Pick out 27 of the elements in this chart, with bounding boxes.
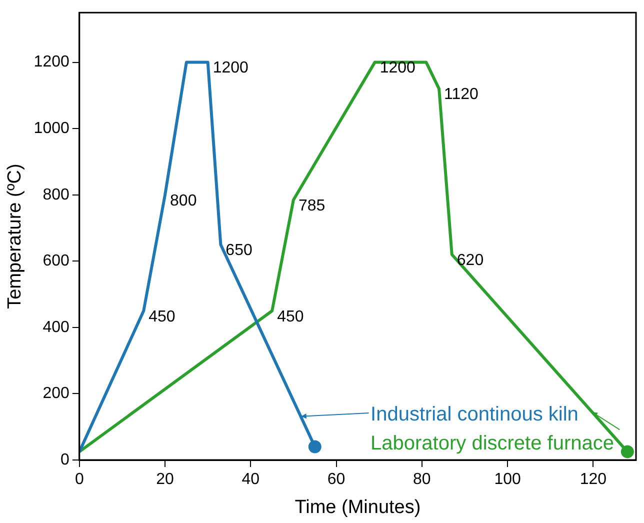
annotation: 1200 xyxy=(212,60,249,77)
x-axis-title: Time (Minutes) xyxy=(294,496,421,518)
annotation: 785 xyxy=(298,197,326,214)
y-tick-label: 600 xyxy=(42,252,70,270)
annotation: 650 xyxy=(226,242,252,259)
x-tick-label: 100 xyxy=(494,471,521,488)
annotation: 450 xyxy=(277,308,304,326)
legend-label: Industrial continous kiln xyxy=(370,404,578,426)
y-tick-label: 400 xyxy=(42,318,70,336)
annotation: 620 xyxy=(456,252,484,269)
annotation: 1200 xyxy=(380,60,416,77)
annotation: 450 xyxy=(148,308,176,326)
x-tick-label: 60 xyxy=(327,471,346,488)
y-tick-label: 1000 xyxy=(34,120,70,137)
x-tick-label: 80 xyxy=(413,471,431,488)
annotation: 1120 xyxy=(444,86,479,104)
x-tick-label: 0 xyxy=(74,471,84,488)
y-tick-label: 800 xyxy=(42,186,70,204)
x-tick-label: 40 xyxy=(242,471,260,488)
x-tick-label: 120 xyxy=(580,471,607,488)
annotation: 800 xyxy=(170,192,197,210)
y-tick-label: 1200 xyxy=(34,54,70,71)
series-label: Laboratory discrete furnace xyxy=(370,432,614,455)
y-tick-label: 200 xyxy=(42,385,70,402)
x-tick-label: 20 xyxy=(156,471,174,488)
y-axis-title: Temperature (ºC) xyxy=(4,164,26,309)
y-tick-label: 0 xyxy=(60,451,70,468)
